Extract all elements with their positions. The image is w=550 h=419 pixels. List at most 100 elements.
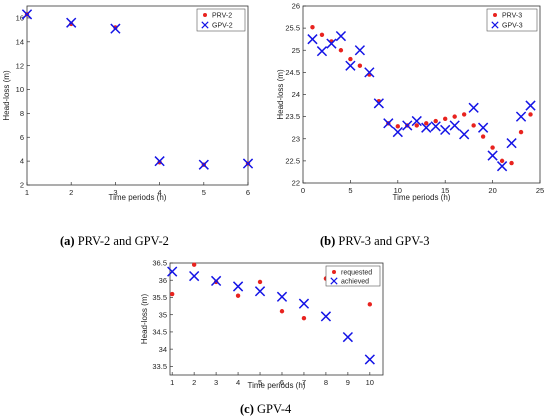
legend-label-requested: requested — [341, 270, 372, 277]
x-tick-label: 9 — [346, 378, 350, 387]
data-point-requested — [301, 315, 307, 321]
data-point-gpv-2 — [242, 158, 254, 169]
x-tick-label: 10 — [394, 186, 402, 195]
x-axis-label: Time periods (h) — [393, 193, 451, 202]
data-point-gpv-3 — [421, 122, 432, 133]
y-tick-label: 33.5 — [152, 362, 167, 371]
caption-c-text: GPV-4 — [253, 402, 292, 416]
data-point-gpv-3 — [459, 129, 470, 140]
data-point-gpv-3 — [487, 150, 498, 161]
data-point-prv-3 — [424, 121, 429, 126]
data-point-prv-3 — [461, 112, 467, 117]
x-tick-label: 5 — [348, 186, 352, 195]
data-point-prv-3 — [490, 145, 495, 150]
data-point-prv-3 — [414, 123, 419, 128]
legend-label-gpv-3: GPV-3 — [502, 23, 523, 30]
data-point-prv-3 — [518, 129, 524, 135]
legend-marker-requested — [332, 270, 336, 274]
y-tick-label: 24.5 — [285, 68, 300, 77]
data-point-requested — [279, 309, 285, 314]
data-point-achieved — [320, 311, 332, 322]
data-point-prv-3 — [443, 116, 448, 122]
y-tick-label: 34.5 — [152, 328, 167, 337]
data-point-gpv-2 — [198, 159, 209, 170]
y-tick-label: 25 — [292, 46, 300, 55]
caption-b-text: PRV-3 and GPV-3 — [335, 234, 430, 248]
legend-label-prv-3: PRV-3 — [502, 13, 522, 20]
legend-marker-achieved — [330, 277, 338, 285]
data-point-gpv-3 — [307, 34, 318, 45]
x-tick-label: 8 — [324, 378, 328, 387]
data-point-achieved — [232, 281, 244, 292]
x-tick-label: 3 — [214, 378, 218, 387]
data-point-achieved — [210, 275, 222, 287]
x-tick-label: 10 — [366, 378, 374, 387]
data-point-gpv-2 — [21, 9, 33, 20]
y-tick-label: 2 — [20, 181, 24, 190]
data-point-prv-3 — [480, 134, 486, 139]
data-point-gpv-2 — [154, 156, 165, 167]
y-tick-label: 23.5 — [285, 112, 300, 121]
data-point-prv-3 — [433, 118, 438, 124]
x-tick-label: 2 — [192, 378, 196, 387]
data-point-prv-3 — [357, 63, 363, 68]
data-point-prv-3 — [509, 160, 514, 166]
y-tick-label: 25.5 — [285, 24, 300, 33]
y-tick-label: 12 — [16, 61, 24, 70]
caption-b: (b) PRV-3 and GPV-3 — [320, 234, 430, 249]
data-point-prv-3 — [528, 112, 533, 117]
data-point-gpv-3 — [477, 122, 489, 133]
data-point-requested — [169, 291, 175, 297]
data-point-gpv-3 — [335, 30, 347, 42]
y-tick-label: 36 — [159, 276, 167, 285]
data-point-gpv-3 — [525, 100, 536, 111]
legend-box — [486, 8, 538, 32]
plot-area-b — [302, 5, 541, 184]
data-point-gpv-3 — [449, 120, 460, 131]
data-point-gpv-3 — [392, 126, 403, 138]
y-tick-label: 35.5 — [152, 293, 167, 302]
y-tick-label: 8 — [20, 109, 24, 118]
data-point-prv-3 — [338, 48, 344, 53]
data-point-gpv-3 — [326, 38, 337, 49]
data-point-gpv-3 — [364, 67, 375, 78]
y-axis-label: Head-loss (m) — [2, 70, 11, 121]
y-tick-label: 14 — [16, 37, 24, 46]
legend-marker-gpv-3 — [491, 21, 499, 29]
legend-marker-prv-3 — [493, 13, 497, 17]
caption-a: (a) PRV-2 and GPV-2 — [60, 234, 169, 249]
data-point-gpv-3 — [316, 46, 328, 57]
x-tick-label: 25 — [536, 186, 544, 195]
data-point-gpv-2 — [110, 23, 121, 34]
data-point-requested — [367, 302, 373, 307]
legend-label-prv-2: PRV-2 — [212, 13, 232, 20]
data-point-achieved — [276, 291, 288, 302]
y-tick-label: 34 — [159, 345, 167, 354]
x-tick-label: 1 — [170, 378, 174, 387]
y-tick-label: 24 — [292, 90, 300, 99]
data-point-achieved — [189, 270, 200, 282]
data-point-gpv-3 — [468, 102, 479, 113]
legend-box — [325, 265, 381, 287]
data-point-prv-3 — [310, 25, 315, 30]
legend-marker-prv-2 — [203, 13, 207, 17]
caption-c-letter: (c) — [240, 402, 254, 416]
data-point-gpv-3 — [373, 98, 384, 109]
x-tick-label: 20 — [488, 186, 496, 195]
legend-box — [196, 8, 246, 32]
y-axis-label: Head-loss (m) — [276, 69, 285, 120]
x-tick-label: 5 — [258, 378, 262, 387]
data-point-gpv-3 — [411, 115, 422, 127]
legend-label-gpv-2: GPV-2 — [212, 23, 233, 30]
data-point-gpv-3 — [430, 121, 441, 132]
y-tick-label: 10 — [16, 85, 24, 94]
data-point-achieved — [167, 266, 178, 277]
x-axis-label: Time periods (h) — [109, 193, 167, 202]
y-tick-label: 22 — [292, 179, 300, 188]
legend-marker-gpv-2 — [201, 21, 209, 29]
x-tick-label: 0 — [301, 186, 305, 195]
caption-a-text: PRV-2 and GPV-2 — [74, 234, 169, 248]
caption-b-letter: (b) — [320, 234, 336, 248]
